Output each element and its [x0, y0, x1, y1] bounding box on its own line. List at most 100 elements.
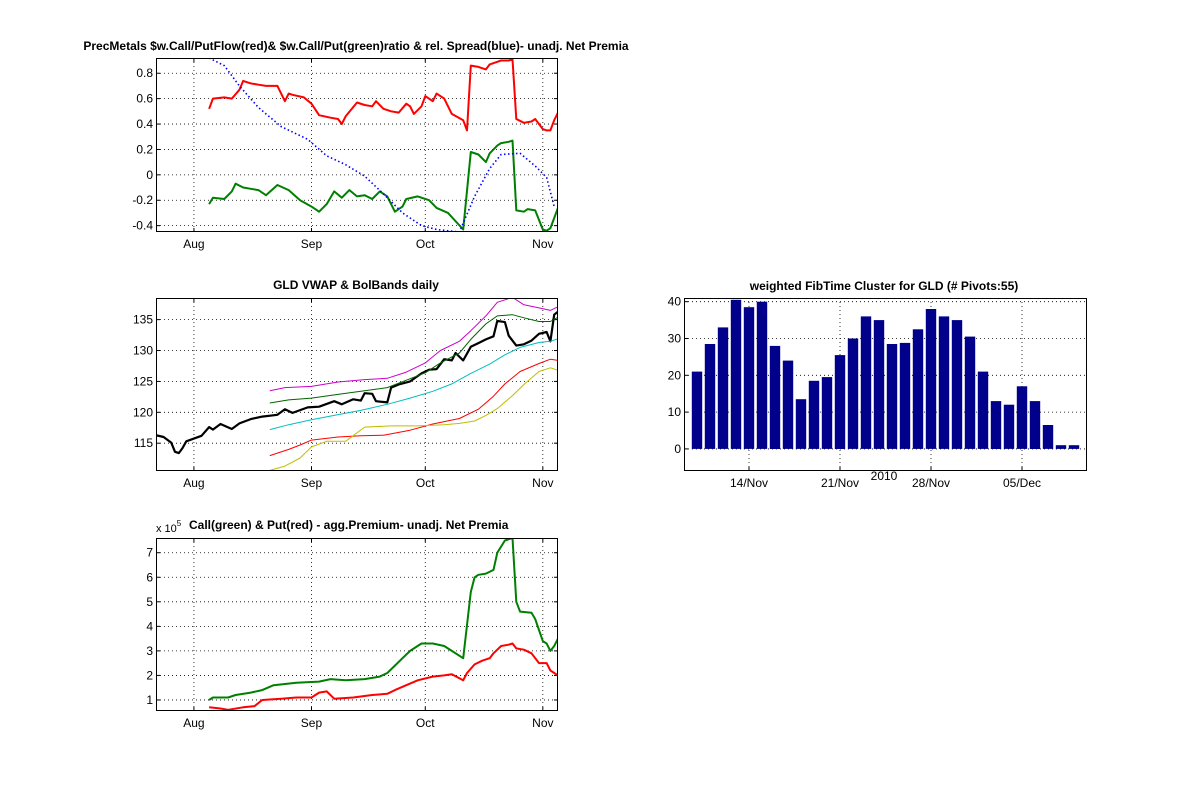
flow-y-tick-label: 0.8 — [136, 66, 153, 80]
gld-x-tick-label: Aug — [183, 476, 204, 490]
fib-bar — [1016, 386, 1028, 449]
premium-y-tick-label: 5 — [146, 595, 153, 609]
fib-bar — [1042, 425, 1054, 449]
fib-bar — [1003, 404, 1015, 449]
fib-bar — [1068, 445, 1080, 449]
flow-axes-box — [156, 58, 558, 232]
flow-y-tick-label: -0.4 — [132, 219, 153, 233]
flow-series-red-line — [208, 58, 558, 132]
fib-bar — [847, 338, 859, 449]
fib-y-tick-label: 0 — [674, 442, 681, 456]
fib-bar — [951, 320, 963, 449]
fib-bar — [743, 307, 755, 449]
gld-axes-box — [156, 298, 558, 471]
gld-y-tick-label: 115 — [134, 436, 153, 450]
fib-y-tick-label: 10 — [668, 405, 682, 419]
fib-x-tick-label: 05/Dec — [1003, 476, 1041, 490]
flow-y-tick-label: 0.4 — [136, 117, 153, 131]
flow-ratio-chart: -0.4 -0.2 0 0.2 0.4 0.6 0.8 Aug Sep Oct Nov — [132, 58, 558, 251]
premium-x-tick-label: Aug — [183, 716, 204, 730]
fib-bar — [795, 399, 807, 449]
fib-bar — [990, 401, 1002, 449]
fib-x-tick-label: 14/Nov — [730, 476, 768, 490]
flow-y-tick-label: 0.2 — [136, 142, 153, 156]
flow-chart-title: PrecMetals $w.Call/PutFlow(red)& $w.Call… — [83, 39, 629, 53]
gld-vwap-chart: 115 120 125 130 135 Aug Sep Oct Nov — [133, 298, 558, 490]
fib-y-tick-label: 20 — [668, 368, 682, 382]
fib-bar — [730, 299, 742, 449]
flow-x-tick-label: Sep — [301, 237, 323, 251]
flow-y-tick-label: -0.2 — [132, 193, 153, 207]
fib-bar — [808, 380, 820, 449]
premium-y-tick-label: 1 — [146, 693, 153, 707]
fib-chart-title: weighted FibTime Cluster for GLD (# Pivo… — [749, 279, 1018, 293]
fib-x-tick-label: 21/Nov — [821, 476, 859, 490]
premium-y-tick-label: 4 — [146, 619, 153, 633]
fib-bar — [717, 327, 729, 449]
gld-x-tick-label: Nov — [532, 476, 553, 490]
gld-series-olive-line — [269, 367, 558, 471]
fib-bar — [873, 320, 885, 449]
flow-x-tick-label: Oct — [416, 237, 435, 251]
fib-bar — [782, 360, 794, 449]
fib-bar — [769, 345, 781, 449]
premium-y-tick-label: 2 — [146, 668, 153, 682]
premium-y-tick-label: 3 — [146, 644, 153, 658]
gld-series-magenta-line — [269, 298, 558, 392]
fib-bar — [860, 316, 872, 449]
fib-bar — [1055, 445, 1067, 449]
fib-bar — [821, 377, 833, 449]
fib-bar — [925, 309, 937, 449]
fib-bar — [964, 336, 976, 449]
fib-y-tick-label: 30 — [668, 331, 682, 345]
premium-series-green-line — [208, 538, 558, 701]
gld-x-tick-label: Sep — [301, 476, 323, 490]
premium-x-tick-label: Oct — [416, 716, 435, 730]
fib-bar — [886, 344, 898, 449]
fib-y-tick-label: 40 — [668, 295, 682, 309]
multiplier-base: x 10 — [156, 523, 177, 535]
flow-plot-area — [156, 58, 558, 232]
fib-x-tick-label: 28/Nov — [912, 476, 950, 490]
multiplier-exponent: 5 — [177, 519, 182, 528]
flow-series-green-line — [208, 139, 558, 232]
fib-bar — [834, 355, 846, 449]
premium-axes-box — [156, 538, 558, 711]
premium-series-red-line — [208, 642, 558, 711]
gld-plot-area — [156, 298, 558, 471]
fib-bar — [691, 371, 703, 449]
flow-series-blue-line — [208, 58, 555, 232]
fib-bar — [756, 301, 768, 449]
premium-y-multiplier: x 105 — [156, 519, 182, 535]
gld-series-cyan-line — [269, 338, 558, 431]
premium-chart: 1 2 3 4 5 6 7 Aug Sep Oct Nov — [146, 538, 558, 730]
fib-bar — [938, 316, 950, 449]
premium-y-tick-label: 7 — [146, 546, 153, 560]
gld-series-darkgreen-line — [269, 314, 558, 404]
fib-bar — [1029, 401, 1041, 449]
premium-plot-area — [156, 538, 558, 711]
fibtime-bar-chart: 0 10 20 30 40 14/Nov 21/Nov 28/Nov 05/Dec — [668, 295, 1087, 490]
flow-x-tick-label: Aug — [183, 237, 204, 251]
fib-bar — [704, 344, 716, 449]
fib-x-label: 2010 — [871, 469, 898, 483]
flow-y-tick-label: 0 — [146, 168, 153, 182]
gld-y-tick-label: 135 — [133, 313, 153, 327]
premium-y-tick-label: 6 — [146, 570, 153, 584]
premium-chart-title: Call(green) & Put(red) - agg.Premium- un… — [189, 518, 509, 532]
gld-series-red-line — [269, 358, 558, 457]
premium-x-tick-label: Sep — [301, 716, 323, 730]
flow-x-tick-label: Nov — [532, 237, 553, 251]
gld-x-tick-label: Oct — [416, 476, 435, 490]
fib-bar — [899, 342, 911, 449]
gld-y-tick-label: 130 — [133, 344, 153, 358]
gld-series-black-line — [156, 310, 558, 455]
gld-y-tick-label: 120 — [133, 405, 153, 419]
fib-bar — [977, 371, 989, 449]
flow-y-tick-label: 0.6 — [136, 92, 153, 106]
premium-x-tick-label: Nov — [532, 716, 553, 730]
gld-y-tick-label: 125 — [133, 374, 153, 388]
gld-chart-title: GLD VWAP & BolBands daily — [273, 278, 439, 292]
fib-axes-box — [684, 298, 1087, 471]
